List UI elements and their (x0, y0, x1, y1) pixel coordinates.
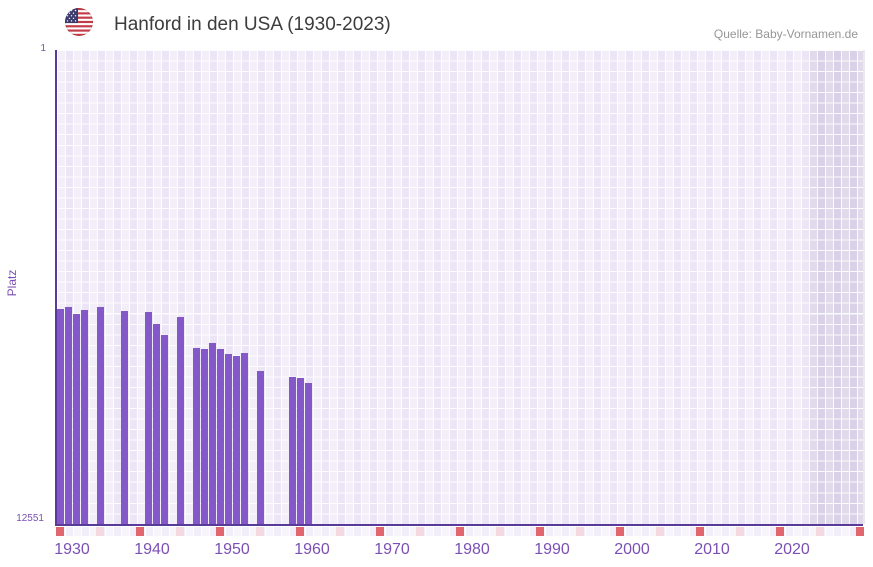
minor-tick-1935 (96, 527, 104, 536)
minor-tick-1945 (176, 527, 184, 536)
y-axis-title: Platz (5, 269, 19, 297)
major-tick-2030 (856, 527, 864, 536)
minor-tick-1955 (256, 527, 264, 536)
y-axis-label-top: 1 (40, 43, 46, 54)
major-tick-1950 (216, 527, 224, 536)
bar-1955[interactable] (257, 370, 264, 524)
bar-1960[interactable] (297, 378, 304, 524)
x-axis-label-2020: 2020 (774, 541, 810, 558)
x-axis-label-1960: 1960 (294, 541, 330, 558)
x-axis-line (55, 524, 863, 526)
major-tick-1930 (56, 527, 64, 536)
minor-tick-1975 (416, 527, 424, 536)
bar-1959[interactable] (289, 376, 296, 524)
minor-tick-2005 (656, 527, 664, 536)
tick-strip (56, 527, 864, 536)
minor-tick-1995 (576, 527, 584, 536)
bar-1948[interactable] (201, 349, 208, 524)
minor-tick-2025 (816, 527, 824, 536)
x-axis-label-1930: 1930 (54, 541, 90, 558)
bar-1931[interactable] (65, 307, 72, 524)
x-axis-label-2000: 2000 (614, 541, 650, 558)
x-axis-label-1990: 1990 (534, 541, 570, 558)
y-axis-line (55, 50, 57, 526)
y-axis-label-bottom: 12551 (16, 513, 44, 524)
bar-1953[interactable] (241, 353, 248, 524)
bar-1941[interactable] (145, 311, 152, 524)
major-tick-1970 (376, 527, 384, 536)
major-tick-1940 (136, 527, 144, 536)
bar-1950[interactable] (217, 349, 224, 524)
bar-1952[interactable] (233, 356, 240, 524)
bar-1932[interactable] (73, 314, 80, 524)
bar-1961[interactable] (305, 383, 312, 524)
bar-1930[interactable] (57, 309, 64, 524)
bar-1947[interactable] (193, 348, 200, 524)
bar-1942[interactable] (153, 323, 160, 524)
x-axis-label-1950: 1950 (214, 541, 250, 558)
bar-1935[interactable] (97, 307, 104, 524)
x-axis-label-1980: 1980 (454, 541, 490, 558)
source-credit: Quelle: Baby-Vornamen.de (713, 27, 858, 41)
major-tick-2020 (776, 527, 784, 536)
us-flag-icon (65, 8, 93, 36)
bar-series (57, 50, 863, 524)
x-axis-labels: 1930 1940 1950 1960 1970 1980 1990 2000 2010 2020 (0, 541, 873, 561)
bar-1933[interactable] (81, 309, 88, 524)
major-tick-1960 (296, 527, 304, 536)
chart-title: Hanford in den USA (1930-2023) (114, 14, 391, 35)
minor-tick-2015 (736, 527, 744, 536)
x-axis-label-1970: 1970 (374, 541, 410, 558)
bar-1938[interactable] (121, 311, 128, 524)
bar-1951[interactable] (225, 353, 232, 524)
minor-tick-1965 (336, 527, 344, 536)
major-tick-2000 (616, 527, 624, 536)
major-tick-1990 (536, 527, 544, 536)
bar-1945[interactable] (177, 317, 184, 524)
x-axis-label-2010: 2010 (694, 541, 730, 558)
x-axis-label-1940: 1940 (134, 541, 170, 558)
major-tick-2010 (696, 527, 704, 536)
major-tick-1980 (456, 527, 464, 536)
minor-tick-1985 (496, 527, 504, 536)
bar-1943[interactable] (161, 335, 168, 524)
bar-1949[interactable] (209, 343, 216, 524)
